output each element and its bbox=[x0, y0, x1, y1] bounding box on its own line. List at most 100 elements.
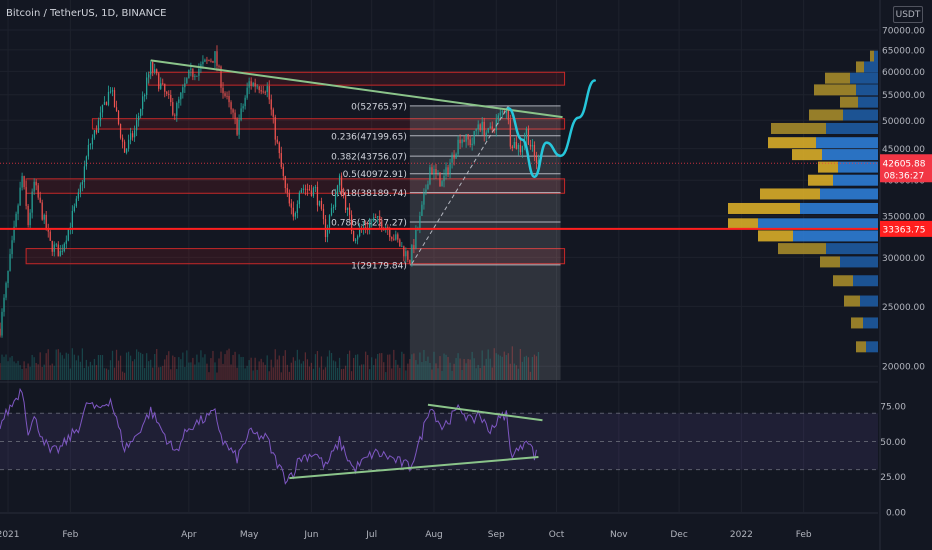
volume-bar bbox=[507, 353, 509, 380]
time-tick-label: 2022 bbox=[730, 530, 753, 540]
volume-profile bbox=[728, 50, 878, 353]
candle-body bbox=[507, 110, 509, 120]
volume-bar bbox=[192, 357, 194, 380]
volume-bar bbox=[449, 362, 451, 380]
candle-body bbox=[427, 184, 429, 190]
projection-path bbox=[507, 79, 596, 179]
vp-bar-down bbox=[809, 109, 843, 121]
candle-body bbox=[441, 181, 443, 187]
candle-body bbox=[497, 115, 499, 120]
symbol-title: Bitcoin / TetherUS, 1D, BINANCE bbox=[6, 8, 167, 19]
candle-body bbox=[202, 61, 204, 65]
time-tick-label: Jun bbox=[303, 530, 318, 540]
candle-body bbox=[266, 86, 268, 93]
candle-body bbox=[320, 200, 323, 209]
candle-body bbox=[463, 140, 465, 142]
time-tick-label: Dec bbox=[670, 530, 687, 540]
candle-body bbox=[87, 144, 90, 157]
candle-body bbox=[312, 187, 315, 196]
price-tick-label: 25000.00 bbox=[882, 303, 925, 313]
volume-bar bbox=[222, 363, 224, 380]
volume-bar bbox=[395, 359, 397, 380]
candle-body bbox=[483, 121, 485, 136]
vp-bar-up bbox=[853, 275, 878, 287]
candle-body bbox=[176, 102, 178, 116]
volume-bar bbox=[503, 351, 505, 380]
volume-bar bbox=[158, 367, 160, 380]
volume-bar bbox=[359, 365, 361, 380]
candle-body bbox=[270, 99, 272, 110]
fibonacci-retracement[interactable]: 0(52765.97) 0.236(47199.65) 0.382(43756.07… bbox=[331, 102, 561, 380]
volume-bar bbox=[294, 360, 296, 380]
candle-body bbox=[278, 142, 280, 154]
volume-bar bbox=[256, 369, 258, 380]
volume-bar bbox=[246, 365, 248, 380]
volume-bar bbox=[91, 365, 94, 380]
candle-body bbox=[328, 215, 331, 228]
candle-body bbox=[168, 93, 170, 95]
volume-bar bbox=[357, 354, 359, 380]
volume-bar bbox=[160, 366, 162, 380]
candle-body bbox=[135, 120, 138, 131]
candle-body bbox=[142, 96, 144, 110]
volume-bar bbox=[407, 363, 409, 380]
volume-bar bbox=[354, 354, 357, 380]
candle-body bbox=[451, 154, 453, 163]
rsi-pane[interactable] bbox=[0, 387, 878, 485]
rsi-tick-label: 50.00 bbox=[880, 438, 906, 448]
volume-bar bbox=[471, 351, 473, 380]
candle-body bbox=[162, 83, 164, 85]
volume-bar bbox=[57, 349, 59, 380]
candle-body bbox=[477, 124, 479, 130]
price-tick-label: 35000.00 bbox=[882, 213, 925, 223]
volume-bar bbox=[515, 365, 517, 380]
drawings[interactable] bbox=[0, 59, 878, 265]
vp-bar-down bbox=[760, 188, 820, 200]
volume-bar bbox=[43, 364, 45, 380]
candle-body bbox=[0, 328, 1, 336]
candle-body bbox=[101, 104, 104, 113]
candle-body bbox=[182, 87, 184, 93]
candle-body bbox=[357, 236, 359, 240]
candle-body bbox=[127, 139, 130, 149]
candle-body bbox=[131, 133, 134, 138]
vp-bar-up bbox=[863, 317, 878, 329]
volume-bar bbox=[405, 370, 407, 380]
candle-body bbox=[348, 207, 351, 215]
volume-bar bbox=[65, 352, 67, 380]
volume-bar bbox=[148, 361, 150, 380]
currency-badge[interactable]: USDT bbox=[893, 6, 923, 23]
volume-bar bbox=[344, 365, 347, 380]
candlestick-series[interactable] bbox=[0, 45, 540, 338]
candle-body bbox=[294, 213, 296, 217]
candle-body bbox=[35, 181, 37, 186]
volume-bar bbox=[9, 357, 11, 380]
volume-bar bbox=[385, 372, 387, 380]
volume-bar bbox=[505, 355, 507, 380]
candle-body bbox=[113, 90, 116, 108]
volume-bar bbox=[123, 372, 126, 380]
fib-level-label: 0.786(34227.27) bbox=[331, 219, 407, 229]
candle-body bbox=[208, 60, 210, 62]
candle-body bbox=[479, 124, 481, 131]
volume-bar bbox=[326, 356, 329, 380]
candle-body bbox=[336, 185, 339, 196]
volume-bar bbox=[200, 350, 202, 380]
candle-body bbox=[23, 176, 25, 188]
volume-bar bbox=[0, 363, 1, 380]
price-tick-label: 70000.00 bbox=[882, 27, 925, 37]
price-tick-label: 45000.00 bbox=[882, 145, 925, 155]
candle-body bbox=[7, 270, 9, 284]
candle-body bbox=[194, 76, 196, 77]
volume-bar bbox=[138, 351, 140, 380]
volume-bar bbox=[485, 358, 487, 380]
fib-level-label: 0(52765.97) bbox=[351, 102, 407, 112]
volume-bar bbox=[208, 372, 210, 380]
candle-body bbox=[240, 108, 242, 120]
volume-bar bbox=[369, 369, 371, 380]
candle-body bbox=[264, 91, 266, 93]
vp-bar-down bbox=[814, 84, 856, 96]
volume-bar bbox=[427, 356, 429, 380]
